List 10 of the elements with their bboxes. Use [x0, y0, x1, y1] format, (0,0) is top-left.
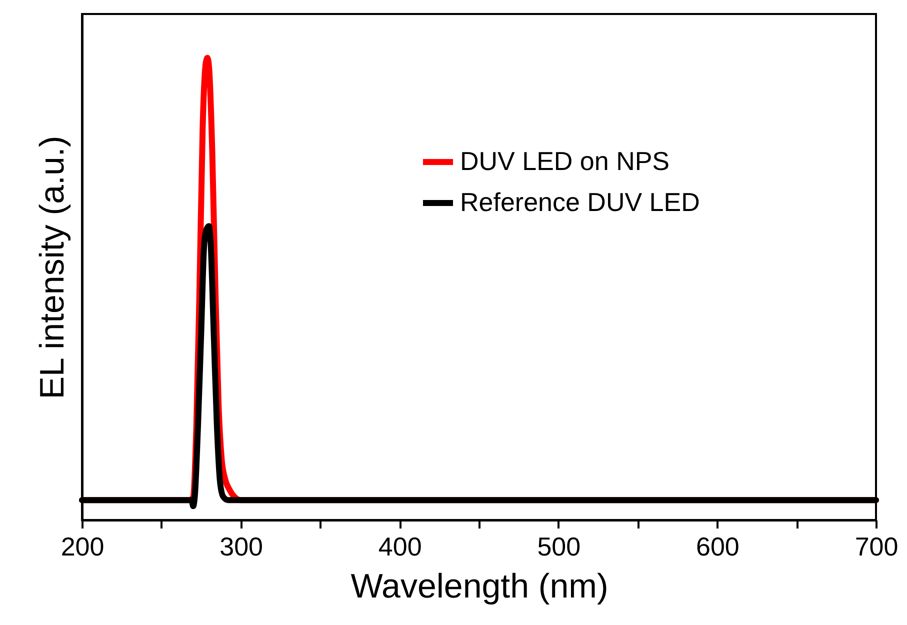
x-tick-label: 600 — [696, 532, 740, 562]
x-tick-label: 200 — [60, 532, 104, 562]
legend-label: Reference DUV LED — [460, 187, 700, 217]
x-tick-label: 700 — [854, 532, 898, 562]
y-axis-title: EL intensity (a.u.) — [34, 136, 72, 400]
x-tick-label: 400 — [378, 532, 422, 562]
x-tick-label: 300 — [220, 532, 263, 562]
x-tick-label: 500 — [537, 532, 581, 562]
legend-label: DUV LED on NPS — [460, 146, 670, 176]
x-axis-title: Wavelength (nm) — [350, 568, 608, 606]
